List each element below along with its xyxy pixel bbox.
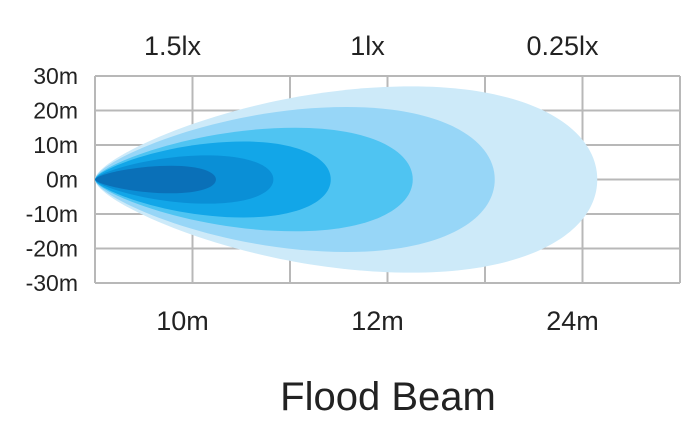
beam-contour-6 <box>95 165 216 194</box>
lux-label: 1.5lx <box>144 31 202 61</box>
x-tick-label: 24m <box>546 306 599 336</box>
y-tick-label: 0m <box>46 167 78 193</box>
axis-layer: 30m 20m 10m 0m -10m -20m -30m 10m 12m 24m 1.5lx 1lx… <box>26 31 599 336</box>
chart-title: Flood Beam <box>280 375 496 419</box>
y-tick-label: -10m <box>26 201 78 227</box>
y-tick-label: -30m <box>26 270 78 296</box>
lux-label: 0.25lx <box>526 31 599 61</box>
beam-layer <box>95 86 598 273</box>
x-tick-label: 12m <box>351 306 404 336</box>
lux-label: 1lx <box>350 31 385 61</box>
y-tick-label: 30m <box>33 63 78 89</box>
y-tick-label: -20m <box>26 236 78 262</box>
y-tick-label: 10m <box>33 132 78 158</box>
x-tick-label: 10m <box>156 306 209 336</box>
y-tick-label: 20m <box>33 98 78 124</box>
